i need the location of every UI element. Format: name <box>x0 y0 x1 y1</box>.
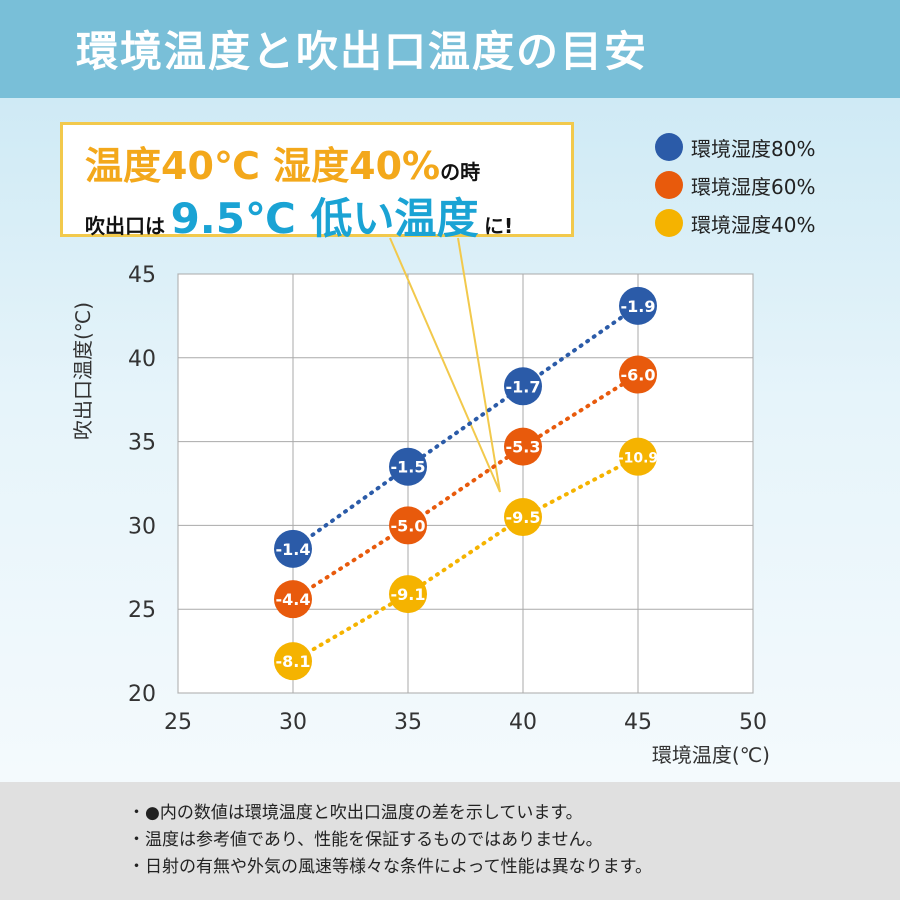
data-label: -1.9 <box>621 297 656 316</box>
note: ●内の数値は環境温度と吹出口温度の差を示しています。 <box>128 800 652 827</box>
x-tick-label: 50 <box>739 710 767 735</box>
data-point <box>504 367 542 406</box>
series-line <box>291 372 640 602</box>
data-point <box>389 575 427 614</box>
legend-label: 環境湿度80% <box>691 136 816 161</box>
callout-text: に! <box>484 214 514 238</box>
legend-dot-icon <box>655 133 683 161</box>
y-tick-label: 45 <box>128 263 156 288</box>
callout-condition: 温度40℃ 湿度40% <box>85 144 441 188</box>
data-label: -5.3 <box>506 438 541 457</box>
series-line <box>291 303 640 551</box>
data-label: -6.0 <box>621 366 656 385</box>
notes-panel: ●内の数値は環境温度と吹出口温度の差を示しています。 温度は参考値であり、性能を… <box>0 782 900 900</box>
legend-item: 環境湿度60% <box>655 166 815 204</box>
legend-item: 環境湿度80% <box>655 128 815 166</box>
series-line <box>291 454 640 664</box>
legend-label: 環境湿度40% <box>691 212 816 237</box>
data-point <box>274 642 312 681</box>
data-label: -10.9 <box>618 451 658 467</box>
plot-area <box>177 273 754 694</box>
y-tick-label: 20 <box>128 682 156 707</box>
y-tick-label: 30 <box>128 514 156 539</box>
callout-pointer <box>389 237 501 493</box>
x-axis-label: 環境温度(℃) <box>652 743 770 767</box>
y-tick-label: 25 <box>128 598 156 623</box>
x-tick-label: 30 <box>279 710 307 735</box>
callout-text: 吹出口は <box>85 214 165 238</box>
callout-highlight: 9.5℃ 低い温度 <box>170 194 479 243</box>
data-point <box>619 286 657 325</box>
x-tick-label: 45 <box>624 710 652 735</box>
page-title: 環境温度と吹出口温度の目安 <box>76 27 649 76</box>
header-bar: 環境温度と吹出口温度の目安 <box>0 0 900 98</box>
data-label: -9.5 <box>506 508 541 527</box>
y-axis-label: 吹出口温度(℃) <box>71 302 95 440</box>
legend-label: 環境湿度60% <box>691 174 816 199</box>
data-point <box>274 580 312 619</box>
callout-text: の時 <box>440 160 481 184</box>
data-point <box>504 427 542 466</box>
legend-dot-icon <box>655 209 683 237</box>
data-point <box>619 437 657 476</box>
x-tick-label: 25 <box>164 710 192 735</box>
data-point <box>389 447 427 486</box>
callout-box: 温度40℃ 湿度40%の時 吹出口は 9.5℃ 低い温度 に! <box>60 122 574 243</box>
data-label: -1.5 <box>391 458 426 477</box>
data-label: -5.0 <box>391 516 426 535</box>
data-label: -8.1 <box>276 652 311 671</box>
data-label: -4.4 <box>276 590 311 609</box>
note: 日射の有無や外気の風速等様々な条件によって性能は異なります。 <box>128 854 652 881</box>
y-tick-label: 35 <box>128 431 156 456</box>
legend-dot-icon <box>655 171 683 199</box>
data-point <box>504 498 542 537</box>
data-point <box>389 506 427 545</box>
legend-item: 環境湿度40% <box>655 204 815 242</box>
x-tick-label: 35 <box>394 710 422 735</box>
legend: 環境湿度80% 環境湿度60% 環境湿度40% <box>655 128 815 242</box>
note: 温度は参考値であり、性能を保証するものではありません。 <box>128 827 652 854</box>
data-label: -1.7 <box>506 377 541 396</box>
data-point <box>619 355 657 394</box>
data-point <box>274 529 312 568</box>
data-label: -9.1 <box>391 585 426 604</box>
y-tick-label: 40 <box>128 347 156 372</box>
x-tick-label: 40 <box>509 710 537 735</box>
data-label: -1.4 <box>276 540 311 559</box>
